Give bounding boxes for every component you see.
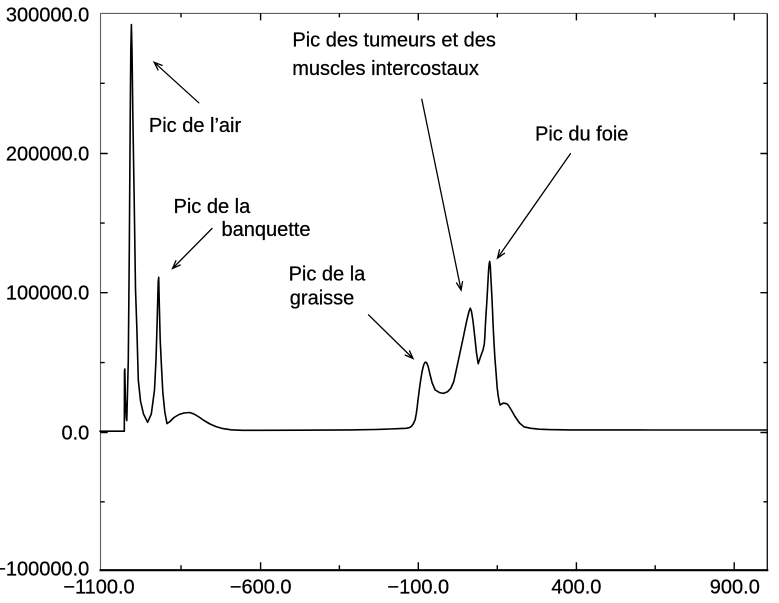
svg-text:−100000.0: −100000.0: [0, 558, 89, 580]
svg-text:muscles intercostaux: muscles intercostaux: [292, 58, 479, 80]
svg-text:200000.0: 200000.0: [6, 144, 89, 166]
svg-text:100000.0: 100000.0: [6, 283, 89, 305]
svg-text:−600.0: −600.0: [230, 577, 292, 599]
svg-text:400.0: 400.0: [551, 577, 601, 599]
svg-text:Pic des tumeurs et des: Pic des tumeurs et des: [292, 29, 495, 51]
svg-text:graisse: graisse: [290, 287, 354, 309]
svg-text:900.0: 900.0: [710, 577, 760, 599]
svg-text:−100.0: −100.0: [387, 577, 449, 599]
svg-text:0.0: 0.0: [61, 423, 89, 445]
svg-text:Pic de la: Pic de la: [174, 196, 252, 218]
svg-text:Pic de l’air: Pic de l’air: [149, 115, 242, 137]
svg-text:Pic de la: Pic de la: [289, 264, 367, 286]
svg-text:300000.0: 300000.0: [6, 5, 89, 27]
svg-text:−1100.0: −1100.0: [63, 577, 134, 599]
svg-text:banquette: banquette: [222, 219, 311, 241]
svg-text:Pic du foie: Pic du foie: [535, 124, 628, 146]
